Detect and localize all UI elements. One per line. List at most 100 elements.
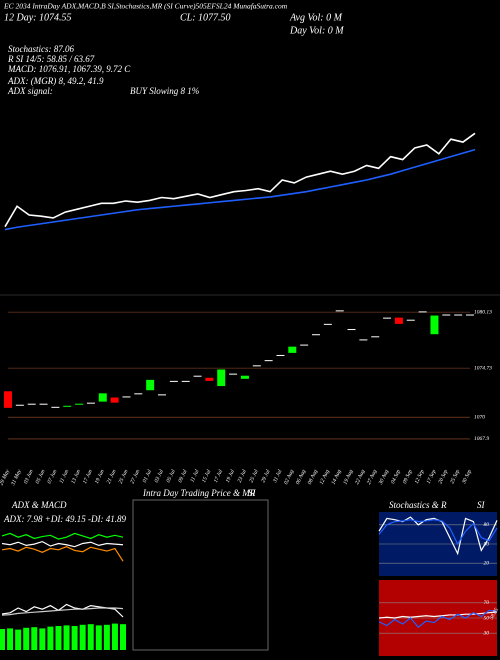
candle-body	[264, 360, 273, 362]
candle-body	[134, 393, 143, 395]
candle-body	[323, 323, 332, 325]
bar	[47, 626, 54, 650]
panel-subtitle: SI	[248, 488, 257, 498]
candle-body	[15, 404, 24, 406]
x-tick-label: 15 Jul	[201, 468, 212, 483]
candle-body	[312, 334, 320, 336]
candle-body	[51, 406, 60, 408]
candle-body	[430, 315, 439, 335]
y-tick-label: 30	[483, 630, 490, 636]
bar	[39, 628, 46, 650]
x-tick-label: 05 Jun	[35, 469, 47, 485]
x-tick-label: 27 Jun	[130, 469, 142, 485]
y-tick-label: 80	[484, 522, 490, 528]
candle-body	[63, 405, 72, 407]
adx: ADX: (MGR) 8, 49.2, 41.9	[7, 76, 104, 86]
x-tick-label: 11 Jun	[59, 469, 71, 485]
candle-body	[158, 394, 166, 396]
rsi: R SI 14/5: 58.85 / 63.67	[7, 54, 95, 64]
candle-body	[217, 369, 226, 387]
bar	[23, 627, 30, 650]
bar	[111, 623, 118, 650]
x-tick-label: 11 Jul	[189, 468, 200, 483]
x-tick-label: 17 Jun	[82, 469, 94, 485]
x-tick-label: 21 Jun	[106, 469, 118, 485]
x-tick-label: 17 Jul	[213, 468, 224, 483]
x-tick-label: 25 Jun	[118, 469, 130, 485]
series-line	[378, 611, 498, 619]
x-tick-label: 20 Sep	[438, 469, 450, 485]
candle-body	[252, 365, 261, 367]
candle-body	[288, 346, 297, 353]
series-line	[378, 519, 498, 546]
x-tick-label: 01 Jul	[142, 468, 153, 483]
bar	[71, 626, 78, 650]
panel-title: Intra Day Trading Price & MR	[142, 488, 256, 498]
x-tick-label: 07 Jun	[47, 469, 59, 485]
candle-body	[229, 373, 238, 375]
x-tick-label: 05 Jul	[166, 468, 177, 483]
x-tick-label: 12 Sep	[414, 469, 426, 485]
bar	[103, 624, 110, 650]
bar	[95, 625, 102, 650]
y-tick-label: 20	[484, 560, 490, 566]
x-tick-label: 29 Jul	[260, 468, 271, 483]
candle-body	[240, 375, 249, 379]
panel-title: Stochastics & R	[389, 500, 447, 510]
y-tick-label: 50	[484, 541, 490, 547]
candle-body	[110, 397, 119, 403]
candle-body	[122, 396, 131, 398]
x-tick-label: 31 Jul	[272, 468, 284, 484]
panel-annotation: ADX: 7.98 +DI: 49.15 -DI: 41.89	[3, 514, 127, 524]
candle-body	[146, 379, 155, 391]
bar	[15, 629, 22, 650]
x-tick-label: 17 Sep	[426, 469, 438, 485]
candle-body	[276, 354, 285, 356]
candle-body	[406, 319, 415, 321]
y-tick-label: 70	[484, 600, 490, 606]
x-tick-label: 13 Jun	[70, 469, 82, 485]
candle-body	[466, 314, 474, 316]
series-line	[1, 545, 124, 562]
y-tick-label: 1080.13	[474, 309, 492, 315]
candle-body	[27, 403, 36, 405]
y-tick-label: 1074.73	[474, 364, 492, 371]
macd: MACD: 1076.91, 1067.39, 9.72 C	[7, 64, 131, 74]
value-label: 58.85	[489, 607, 500, 621]
candle-body	[205, 377, 214, 381]
intraday-box	[132, 499, 269, 651]
x-tick-label: 25 Jul	[249, 468, 260, 483]
candle-body	[4, 391, 12, 408]
x-tick-label: 09 Sep	[402, 469, 414, 485]
candle-body	[169, 380, 178, 382]
x-tick-label: 29 May	[0, 468, 11, 486]
candle-body	[300, 344, 309, 346]
y-tick-label: 1070	[474, 414, 485, 420]
series-line	[4, 132, 476, 228]
bar	[31, 627, 38, 650]
x-tick-label: 25 Sep	[449, 469, 461, 485]
bar	[55, 626, 62, 650]
y-tick-label: 50	[484, 615, 490, 621]
candle-body	[75, 403, 84, 405]
x-tick-label: 03 Jul	[154, 468, 165, 483]
bar	[7, 628, 14, 650]
candle-body	[418, 311, 427, 313]
candle-body	[86, 402, 95, 404]
bar	[87, 624, 94, 650]
avg-vol: Avg Vol: 0 M	[289, 12, 343, 23]
candle-body	[454, 314, 463, 316]
series-line	[4, 148, 476, 231]
candle-body	[181, 380, 190, 382]
candle-body	[371, 336, 380, 338]
candle-body	[442, 314, 451, 316]
series-line	[1, 607, 124, 616]
y-tick-label: 1067.9	[474, 436, 489, 442]
x-tick-label: 09 Jul	[177, 468, 188, 483]
day-price: 12 Day: 1074.55	[4, 12, 72, 23]
candle-body	[347, 329, 356, 331]
candle-body	[383, 317, 392, 319]
bar	[63, 625, 70, 650]
